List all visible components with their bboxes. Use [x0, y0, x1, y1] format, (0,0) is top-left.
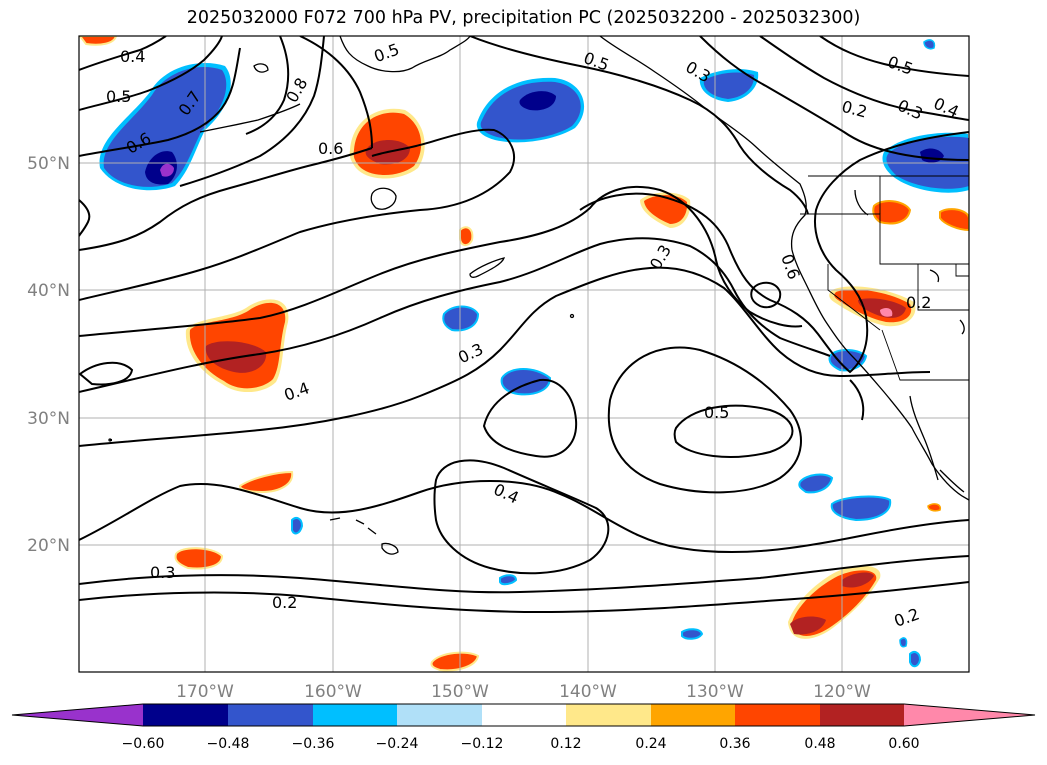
contour-label: 0.2 — [272, 593, 297, 612]
colorbar-segment — [735, 704, 820, 726]
neg-anomaly-mid — [500, 368, 552, 396]
lat-label: 40°N — [27, 281, 70, 301]
colorbar-segment — [228, 704, 313, 726]
lon-label: 160°W — [304, 682, 362, 702]
neg-anomaly-small1 — [291, 517, 304, 535]
pos-anomaly-ca — [829, 286, 916, 327]
neg-anomaly-baja — [798, 473, 834, 494]
colorbar-segment — [313, 704, 397, 726]
colorbar-tick-label: −0.60 — [122, 736, 165, 752]
lon-label: 140°W — [559, 682, 617, 702]
pos-anomaly-se — [788, 565, 881, 639]
neg-anomaly-small4 — [909, 651, 922, 668]
colorbar-segment — [566, 704, 651, 726]
colorbar-extend-high — [904, 704, 1035, 726]
lon-label: 170°W — [176, 682, 234, 702]
colorbar-tick-label: 0.60 — [888, 736, 919, 752]
neg-anomaly-bc — [699, 69, 759, 102]
contour-label: 0.5 — [106, 87, 131, 106]
colorbar: −0.60 −0.48 −0.36 −0.24 −0.12 0.12 0.24 … — [11, 703, 1036, 752]
pos-anomaly-bottom — [430, 651, 480, 672]
colorbar-tick-label: 0.48 — [804, 736, 835, 752]
lat-label: 50°N — [27, 154, 70, 174]
pos-anomaly-south — [174, 547, 224, 570]
colorbar-tick-label: 0.36 — [719, 736, 750, 752]
map-frame — [78, 35, 970, 673]
lon-label: 120°W — [813, 682, 871, 702]
latitude-axis: 50°N 40°N 30°N 20°N — [27, 154, 70, 556]
colorbar-tick-label: −0.48 — [207, 736, 250, 752]
colorbar-tick-label: 0.12 — [550, 736, 581, 752]
neg-anomaly-nw — [99, 63, 231, 191]
lon-label: 130°W — [686, 682, 744, 702]
contour-label: 0.5 — [704, 403, 729, 422]
longitude-axis: 170°W 160°W 150°W 140°W 130°W 120°W — [176, 682, 871, 702]
neg-anomaly-small5 — [899, 637, 908, 648]
contour-label: 0.2 — [906, 293, 931, 312]
neg-anomaly-mexico — [830, 495, 892, 522]
neg-anomaly-small6 — [923, 39, 936, 50]
lat-label: 30°N — [27, 409, 70, 429]
neg-anomaly-small3 — [681, 628, 704, 640]
colorbar-tick-label: 0.24 — [635, 736, 666, 752]
neg-anomaly-small2 — [499, 574, 518, 586]
pos-anomaly-small1 — [459, 226, 474, 246]
colorbar-segment — [143, 704, 228, 726]
boundaries — [800, 175, 969, 381]
colorbar-extend-low — [12, 704, 143, 726]
map-title: 2025032000 F072 700 hPa PV, precipitatio… — [186, 8, 861, 28]
pv-contours — [79, 36, 969, 614]
colorbar-segment — [820, 704, 904, 726]
colorbar-segment — [397, 704, 482, 726]
contour-label: 0.6 — [318, 139, 343, 158]
colorbar-tick-label: −0.12 — [461, 736, 504, 752]
neg-anomaly-central — [442, 305, 480, 332]
contour-label: 0.3 — [150, 563, 175, 582]
colorbar-segment — [482, 704, 566, 726]
colorbar-tick-label: −0.36 — [292, 736, 335, 752]
graticule — [79, 36, 969, 672]
neg-anomaly-gulf — [476, 77, 585, 143]
colorbar-outline — [11, 703, 1036, 727]
pos-anomaly-ne — [872, 200, 969, 232]
precip-shading — [79, 36, 969, 672]
map-panel: 0.4 0.5 0.7 0.6 0.8 0.5 0.5 0.3 0.5 0.2 … — [78, 35, 970, 673]
lon-label: 150°W — [431, 682, 489, 702]
contour-label: 0.4 — [120, 47, 145, 66]
colorbar-tick-label: −0.24 — [376, 736, 419, 752]
pos-anomaly-small2 — [927, 503, 942, 512]
colorbar-segment — [651, 704, 735, 726]
lat-label: 20°N — [27, 536, 70, 556]
colorbar-ticks: −0.60 −0.48 −0.36 −0.24 −0.12 0.12 0.24 … — [122, 736, 920, 752]
